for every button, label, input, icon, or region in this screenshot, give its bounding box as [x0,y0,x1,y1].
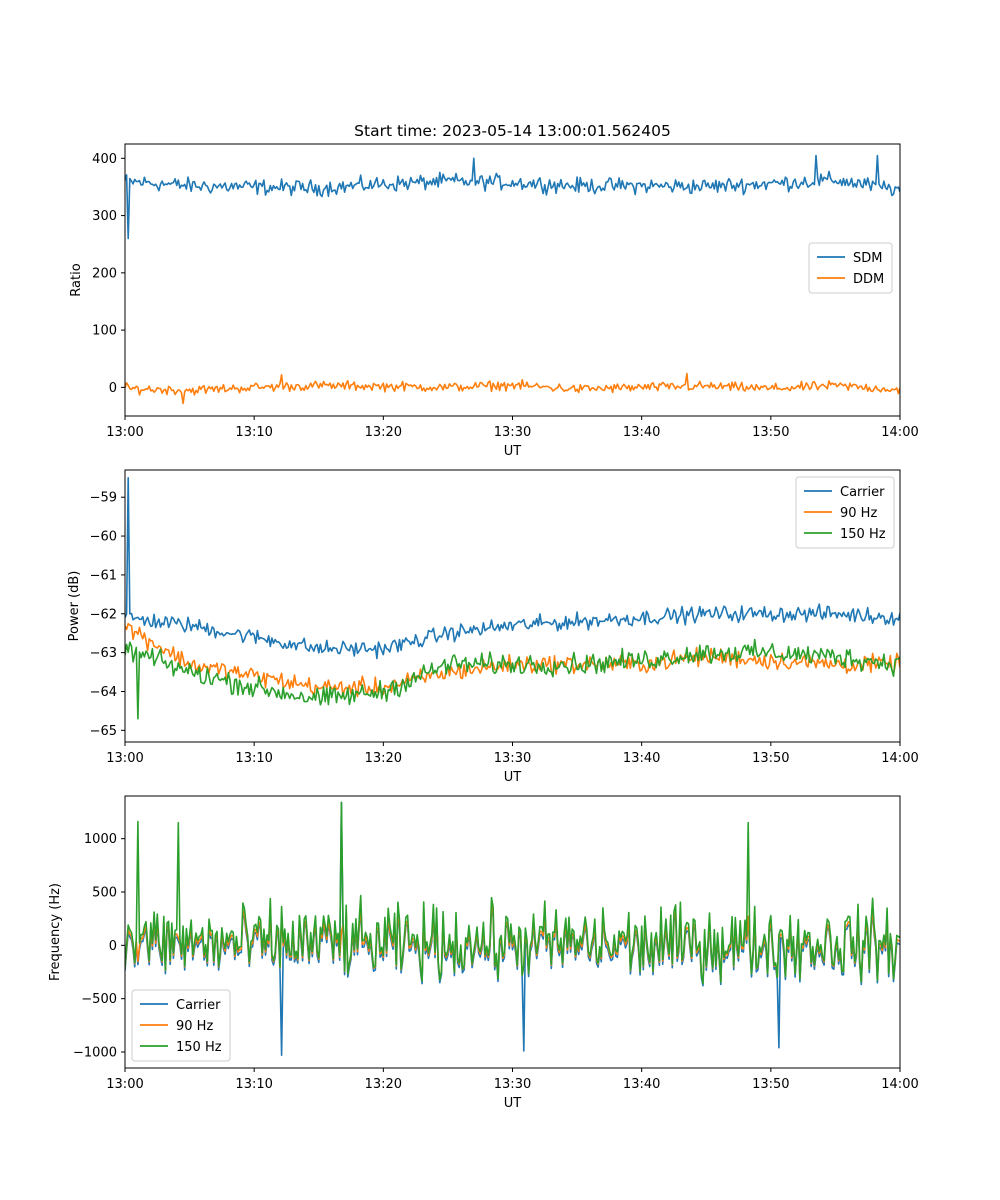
chart-panel-2: 13:00 13:10 13:20 13:30 13:40 13:50 14:00 −59 −6… [67,469,919,785]
x-tick-label: 13:30 [494,1077,531,1092]
chart-panel-3: 13:00 13:10 13:20 13:30 13:40 13:50 14:00 1000 5… [48,795,919,1111]
x-tick-label: 14:00 [881,751,918,766]
series-line-150-hz [125,638,900,720]
y-tick-label: 0 [109,381,117,396]
y-tick-label: −500 [81,992,117,1007]
y-tick-label: −61 [90,568,117,583]
x-tick-label: 13:00 [106,1077,143,1092]
legend-label: Carrier [176,998,221,1013]
legend-box [808,242,893,294]
legend-label: 90 Hz [176,1019,213,1034]
legend-box [795,476,895,549]
series-group [125,476,900,720]
x-tick-label: 13:10 [235,751,272,766]
y-tick-label: 100 [92,324,117,339]
y-tick-label: 300 [92,209,117,224]
y-tick-label: −63 [90,646,117,661]
y-axis-label: Power (dB) [67,571,82,642]
x-tick-label: 13:20 [365,751,402,766]
y-tick-label: −65 [90,724,117,739]
y-tick-label: −64 [90,685,117,700]
series-group [125,801,900,1056]
legend-label: Carrier [840,485,885,500]
axes-frame [124,469,901,743]
x-tick-label: 13:20 [365,425,402,440]
legend-label: 150 Hz [176,1040,222,1055]
legend-label: 150 Hz [840,527,886,542]
series-line-sdm [125,154,900,240]
x-tick-label: 13:00 [106,751,143,766]
y-tick-label: 0 [109,939,117,954]
chart-panel-1: Start time: 2023-05-14 13:00:01.562405 13… [69,122,919,459]
legend-label: 90 Hz [840,506,877,521]
x-tick-label: 13:30 [494,751,531,766]
y-tick-label: −60 [90,530,117,545]
y-tick-label: −62 [90,607,117,622]
x-tick-label: 13:00 [106,425,143,440]
y-axis-label: Frequency (Hz) [48,883,63,981]
x-tick-label: 13:10 [235,425,272,440]
y-tick-label: 1000 [84,832,117,847]
legend: Carrier 90 Hz 150 Hz [795,476,895,549]
legend: SDM DDM [808,242,893,294]
x-tick-label: 13:40 [623,751,660,766]
x-tick-label: 13:50 [752,425,789,440]
legend-label: DDM [853,272,884,287]
x-tick-label: 13:10 [235,1077,272,1092]
y-tick-label: 200 [92,266,117,281]
y-tick-label: 500 [92,886,117,901]
x-tick-label: 13:50 [752,1077,789,1092]
x-axis-label: UT [504,444,522,459]
series-line-ddm [125,372,900,405]
x-tick-label: 13:30 [494,425,531,440]
series-line-150-hz [125,801,900,985]
x-axis-label: UT [504,1096,522,1111]
x-tick-label: 14:00 [881,425,918,440]
legend-label: SDM [853,251,882,266]
x-tick-label: 13:50 [752,751,789,766]
y-axis-label: Ratio [69,263,84,296]
x-tick-label: 13:40 [623,425,660,440]
y-tick-label: −59 [90,491,117,506]
chart-title: Start time: 2023-05-14 13:00:01.562405 [354,122,671,140]
series-line-carrier [125,476,900,660]
x-tick-label: 13:20 [365,1077,402,1092]
y-tick-label: 400 [92,152,117,167]
series-group [125,154,900,405]
x-tick-label: 14:00 [881,1077,918,1092]
x-axis-label: UT [504,770,522,785]
legend: Carrier 90 Hz 150 Hz [131,989,231,1062]
legend-box [131,989,231,1062]
y-tick-label: −1000 [73,1046,117,1061]
x-tick-label: 13:40 [623,1077,660,1092]
